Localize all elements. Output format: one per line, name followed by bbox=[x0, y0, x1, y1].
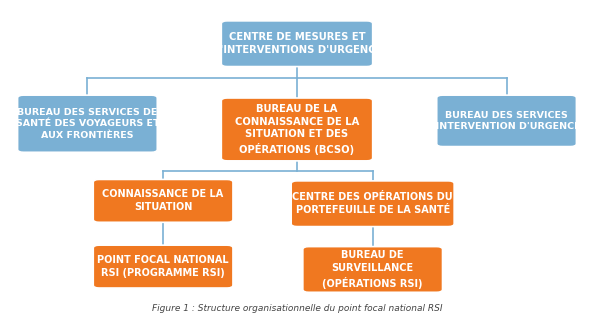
Text: BUREAU DES SERVICES
D'INTERVENTION D'URGENCES: BUREAU DES SERVICES D'INTERVENTION D'URG… bbox=[425, 111, 587, 131]
FancyBboxPatch shape bbox=[437, 95, 576, 147]
FancyBboxPatch shape bbox=[18, 95, 157, 152]
Text: BUREAU DES SERVICES DE
SANTÉ DES VOYAGEURS ET
AUX FRONTIÈRES: BUREAU DES SERVICES DE SANTÉ DES VOYAGEU… bbox=[15, 108, 159, 140]
FancyBboxPatch shape bbox=[93, 179, 233, 222]
FancyBboxPatch shape bbox=[291, 181, 454, 227]
FancyBboxPatch shape bbox=[303, 246, 443, 292]
Text: CENTRE DES OPÉRATIONS DU
PORTEFEUILLE DE LA SANTÉ: CENTRE DES OPÉRATIONS DU PORTEFEUILLE DE… bbox=[292, 192, 453, 215]
Text: CONNAISSANCE DE LA
SITUATION: CONNAISSANCE DE LA SITUATION bbox=[103, 189, 224, 212]
Text: BUREAU DE LA
CONNAISSANCE DE LA
SITUATION ET DES
OPÉRATIONS (BCSO): BUREAU DE LA CONNAISSANCE DE LA SITUATIO… bbox=[235, 104, 359, 155]
Text: Figure 1 : Structure organisationnelle du point focal national RSI: Figure 1 : Structure organisationnelle d… bbox=[151, 304, 443, 313]
Text: BUREAU DE
SURVEILLANCE
(OPÉRATIONS RSI): BUREAU DE SURVEILLANCE (OPÉRATIONS RSI) bbox=[323, 250, 423, 289]
FancyBboxPatch shape bbox=[222, 98, 372, 161]
FancyBboxPatch shape bbox=[222, 21, 372, 67]
Text: POINT FOCAL NATIONAL
RSI (PROGRAMME RSI): POINT FOCAL NATIONAL RSI (PROGRAMME RSI) bbox=[97, 255, 229, 278]
FancyBboxPatch shape bbox=[93, 245, 233, 288]
Text: CENTRE DE MESURES ET
D'INTERVENTIONS D'URGENCE: CENTRE DE MESURES ET D'INTERVENTIONS D'U… bbox=[212, 32, 382, 55]
